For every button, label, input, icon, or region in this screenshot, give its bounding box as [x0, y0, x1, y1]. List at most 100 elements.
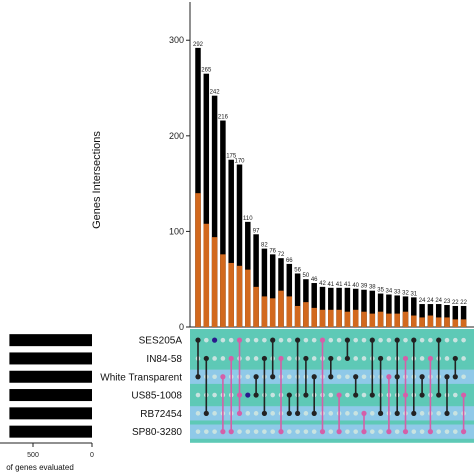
matrix-dot-active: [369, 337, 375, 343]
matrix-dot-inactive: [345, 429, 350, 434]
set-label: US85-1008: [131, 391, 182, 402]
matrix-dot-active: [311, 374, 317, 380]
matrix-dot-inactive: [220, 337, 226, 343]
matrix-dot-inactive: [461, 356, 466, 361]
matrix-dot-inactive: [461, 337, 466, 343]
matrix-dot-inactive: [295, 429, 300, 434]
matrix-dot-inactive: [428, 337, 433, 343]
bar-highlight: [352, 309, 359, 327]
bar-highlight: [328, 309, 334, 327]
matrix-dot-active: [220, 374, 226, 380]
bar-value-label: 35: [377, 288, 384, 294]
matrix-dot-inactive: [386, 337, 392, 343]
matrix-dot-active: [270, 337, 276, 343]
matrix-dot-inactive: [270, 429, 276, 434]
matrix-dot-inactive: [361, 337, 367, 343]
set-size-bar: [9, 370, 92, 383]
matrix-dot-active: [236, 392, 243, 398]
y-tick-label: 100: [169, 226, 184, 236]
matrix-dot-active: [270, 374, 276, 380]
bar-highlight: [228, 262, 234, 327]
y-tick-label: 0: [179, 322, 184, 332]
matrix-dot-active: [336, 392, 342, 398]
bar-total: [435, 304, 442, 327]
bar-total: [444, 305, 450, 327]
bar-total: [319, 286, 326, 327]
matrix-dot-active: [402, 392, 409, 398]
matrix-dot-inactive: [303, 429, 309, 434]
bar-highlight: [460, 319, 467, 327]
matrix-dot-inactive: [204, 429, 209, 434]
bar-highlight: [435, 317, 442, 327]
matrix-dot-active: [419, 374, 425, 380]
matrix-dot-inactive: [262, 429, 267, 434]
matrix-dot-active: [461, 392, 467, 398]
matrix-dot-active: [253, 374, 259, 380]
bar-total: [361, 289, 367, 327]
matrix-dot-active: [212, 337, 218, 343]
bar-highlight: [269, 298, 276, 327]
bar-highlight: [203, 223, 210, 327]
matrix-dot-active: [253, 392, 259, 398]
matrix-dot-active: [344, 355, 350, 362]
matrix-dot-active: [261, 355, 267, 362]
matrix-dot-inactive: [311, 429, 317, 434]
bar-highlight: [253, 286, 259, 327]
matrix-dot-inactive: [270, 392, 276, 398]
matrix-dot-inactive: [336, 356, 342, 361]
bar-total: [344, 287, 351, 327]
matrix-dot-inactive: [328, 392, 334, 398]
matrix-dot-inactive: [328, 411, 334, 416]
bar-value-label: 24: [427, 298, 434, 304]
bar-highlight: [311, 307, 317, 327]
bar-value-label: 82: [261, 243, 268, 249]
matrix-dot-active: [220, 429, 226, 435]
bar-value-label: 40: [352, 283, 359, 289]
set-label: SP80-3280: [132, 427, 182, 438]
matrix-dot-active: [278, 429, 284, 435]
matrix-dot-inactive: [386, 356, 392, 361]
bar-total: [411, 297, 417, 327]
bar-total: [394, 295, 400, 327]
matrix-dot-inactive: [245, 356, 251, 361]
matrix-dot-inactive: [245, 374, 251, 380]
matrix-dot-active: [402, 355, 409, 362]
matrix-dot-inactive: [195, 429, 201, 434]
matrix-dot-inactive: [287, 429, 292, 434]
set-label: RB72454: [140, 409, 182, 420]
matrix-dot-inactive: [444, 356, 450, 361]
matrix-dot-inactive: [270, 411, 276, 416]
y-tick-label: 300: [169, 35, 184, 45]
matrix-dot-active: [386, 429, 392, 435]
bar-value-label: 38: [369, 285, 376, 291]
matrix-dot-active: [427, 355, 433, 362]
matrix-dot-active: [286, 392, 292, 398]
matrix-dot-inactive: [278, 337, 284, 343]
matrix-dot-inactive: [245, 337, 251, 343]
bar-value-label: 41: [344, 282, 351, 288]
matrix-dot-inactive: [262, 337, 267, 343]
matrix-dot-inactive: [370, 411, 375, 416]
bar-total: [236, 164, 243, 327]
bar-total: [203, 73, 210, 327]
bar-value-label: 76: [269, 248, 276, 254]
matrix-dot-inactive: [228, 337, 234, 343]
bar-highlight: [220, 254, 226, 327]
bar-total: [253, 234, 259, 327]
set-size-bar: [9, 425, 92, 438]
matrix-dot-inactive: [453, 337, 458, 343]
bar-total: [419, 304, 425, 327]
set-label: White Transparent: [100, 372, 182, 383]
matrix-dot-inactive: [212, 356, 217, 361]
bar-total: [211, 95, 218, 327]
matrix-dot-active: [344, 337, 350, 343]
matrix-dot-inactive: [453, 429, 458, 434]
bar-highlight: [195, 193, 201, 327]
matrix-dot-active: [278, 355, 284, 362]
matrix-dot-inactive: [419, 429, 425, 434]
bar-value-label: 32: [402, 290, 409, 296]
bar-value-label: 22: [460, 300, 467, 306]
matrix-dot-active: [411, 410, 417, 416]
bar-total: [220, 120, 226, 327]
